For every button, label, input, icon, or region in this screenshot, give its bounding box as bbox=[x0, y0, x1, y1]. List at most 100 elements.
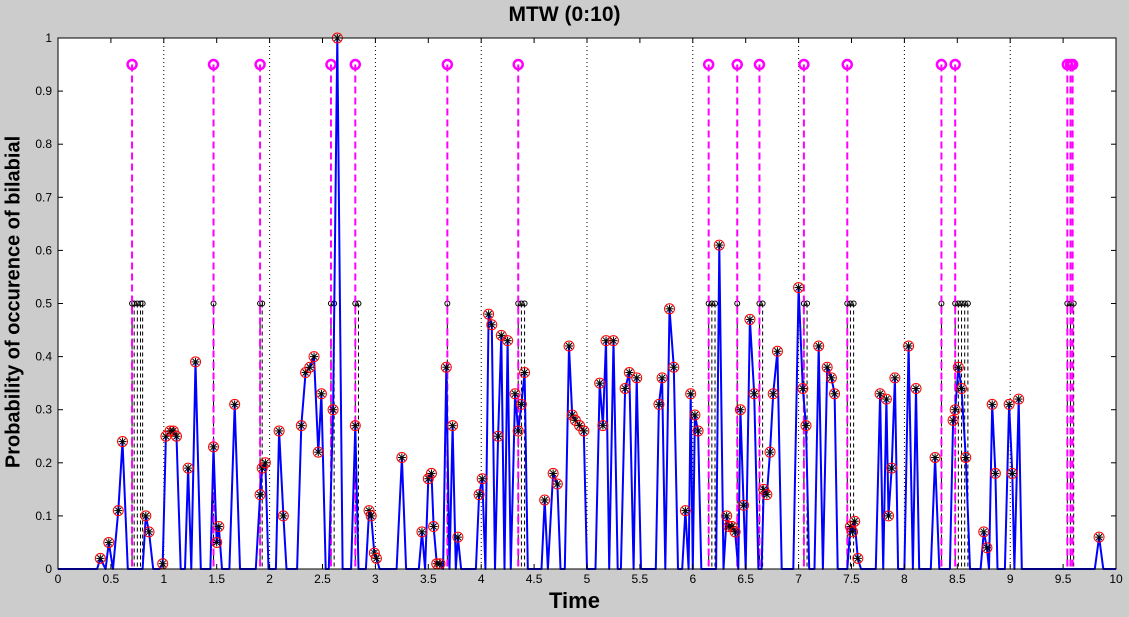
peak-marker-circle bbox=[396, 451, 408, 463]
peak-marker-circle bbox=[821, 361, 833, 373]
peak-marker-circle bbox=[1013, 393, 1025, 405]
peak-marker bbox=[607, 335, 619, 347]
peak-marker bbox=[551, 478, 563, 490]
peak-marker-star bbox=[723, 512, 731, 520]
peak-marker bbox=[734, 404, 746, 416]
peak-marker-star bbox=[625, 369, 633, 376]
peak-marker bbox=[312, 446, 324, 458]
peak-marker bbox=[140, 510, 152, 522]
peak-marker bbox=[825, 372, 837, 384]
y-tick-label: 1 bbox=[45, 31, 52, 45]
peak-marker-star bbox=[728, 523, 736, 530]
peak-marker bbox=[748, 388, 760, 400]
peak-marker bbox=[1006, 467, 1018, 479]
peak-marker bbox=[190, 356, 202, 368]
peak-marker bbox=[112, 505, 124, 517]
peak-marker-circle bbox=[170, 430, 182, 442]
event-marker bbox=[1066, 58, 1079, 71]
peak-marker-circle bbox=[847, 526, 859, 538]
peak-marker-circle bbox=[594, 377, 606, 389]
event-marker bbox=[254, 58, 266, 71]
peak-marker-star bbox=[694, 427, 702, 435]
peak-marker-circle bbox=[623, 367, 635, 379]
peak-marker-star bbox=[983, 544, 991, 552]
y-tick-label: 0.4 bbox=[35, 350, 52, 364]
peak-marker-circle bbox=[771, 345, 783, 357]
peak-marker-circle bbox=[428, 521, 440, 533]
peak-marker-star bbox=[599, 422, 607, 429]
peak-marker-star bbox=[428, 470, 435, 477]
peak-marker bbox=[492, 430, 504, 442]
event-marker bbox=[325, 58, 337, 71]
peak-marker bbox=[1003, 398, 1015, 410]
peak-marker-circle bbox=[509, 388, 521, 400]
event-marker bbox=[441, 58, 454, 71]
peak-marker bbox=[852, 552, 864, 564]
peak-marker-star bbox=[746, 316, 754, 323]
x-tick-label: 0 bbox=[55, 572, 62, 586]
peak-marker bbox=[664, 303, 676, 315]
x-tick-label: 3 bbox=[372, 572, 379, 586]
peak-marker bbox=[434, 558, 446, 570]
event-marker bbox=[949, 58, 961, 71]
peak-marker bbox=[566, 409, 578, 421]
peak-marker bbox=[476, 473, 488, 485]
peak-marker bbox=[793, 282, 805, 294]
peak-marker-star bbox=[955, 363, 962, 371]
peak-marker-circle bbox=[94, 552, 106, 564]
x-tick-label: 7 bbox=[795, 572, 802, 586]
peak-marker-circle bbox=[679, 505, 691, 517]
peak-marker-circle bbox=[254, 489, 266, 501]
peak-marker bbox=[428, 521, 440, 533]
peak-marker bbox=[539, 494, 551, 506]
peak-marker bbox=[949, 404, 961, 416]
peak-marker-star bbox=[763, 491, 771, 499]
peak-marker bbox=[94, 552, 106, 564]
x-tick-label: 3.5 bbox=[420, 572, 437, 586]
y-tick-label: 0.2 bbox=[35, 456, 52, 470]
peak-marker-star bbox=[851, 517, 859, 525]
peak-marker-star bbox=[602, 337, 610, 345]
peak-marker-star bbox=[511, 390, 519, 398]
peak-marker bbox=[952, 361, 964, 373]
peak-marker-circle bbox=[182, 462, 194, 474]
peak-marker-circle bbox=[547, 467, 559, 479]
peak-marker-circle bbox=[140, 510, 152, 522]
peak-marker-star bbox=[633, 374, 641, 382]
peak-marker bbox=[1093, 531, 1105, 543]
peak-marker-circle bbox=[738, 499, 750, 511]
peak-marker bbox=[425, 467, 437, 479]
peak-marker-circle bbox=[880, 393, 892, 405]
peak-marker-circle bbox=[764, 446, 776, 458]
peak-marker-star bbox=[521, 369, 528, 376]
peak-marker-circle bbox=[825, 372, 837, 384]
peak-marker bbox=[170, 430, 182, 442]
peak-marker-circle bbox=[1003, 398, 1015, 410]
peak-marker-star bbox=[815, 342, 823, 350]
peak-marker-star bbox=[454, 533, 462, 541]
peak-marker-star bbox=[184, 464, 192, 472]
peak-marker-star bbox=[256, 491, 264, 499]
peak-marker-star bbox=[436, 560, 444, 568]
peak-marker-circle bbox=[492, 430, 504, 442]
peak-marker-star bbox=[760, 485, 768, 493]
peak-marker-star bbox=[310, 353, 318, 360]
peak-marker bbox=[874, 388, 886, 400]
peak-marker-star bbox=[740, 501, 747, 509]
peak-marker-circle bbox=[689, 409, 701, 421]
peak-marker bbox=[679, 505, 691, 517]
event-marker bbox=[798, 58, 810, 71]
peak-marker bbox=[452, 531, 464, 543]
peak-marker-circle bbox=[903, 340, 915, 352]
event-marker bbox=[841, 58, 854, 71]
peak-marker bbox=[229, 398, 241, 410]
y-tick-label: 0.3 bbox=[35, 403, 52, 417]
peak-marker-star bbox=[514, 427, 522, 435]
peak-marker bbox=[277, 510, 289, 522]
peak-marker-circle bbox=[793, 282, 805, 294]
y-tick-label: 0.9 bbox=[35, 84, 52, 98]
peak-marker-star bbox=[992, 470, 999, 477]
peak-marker-circle bbox=[539, 494, 551, 506]
peak-marker bbox=[160, 430, 172, 442]
